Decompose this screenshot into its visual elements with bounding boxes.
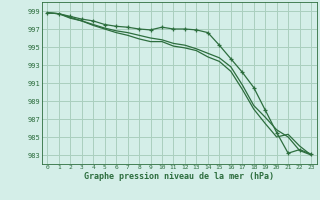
X-axis label: Graphe pression niveau de la mer (hPa): Graphe pression niveau de la mer (hPa) (84, 172, 274, 181)
